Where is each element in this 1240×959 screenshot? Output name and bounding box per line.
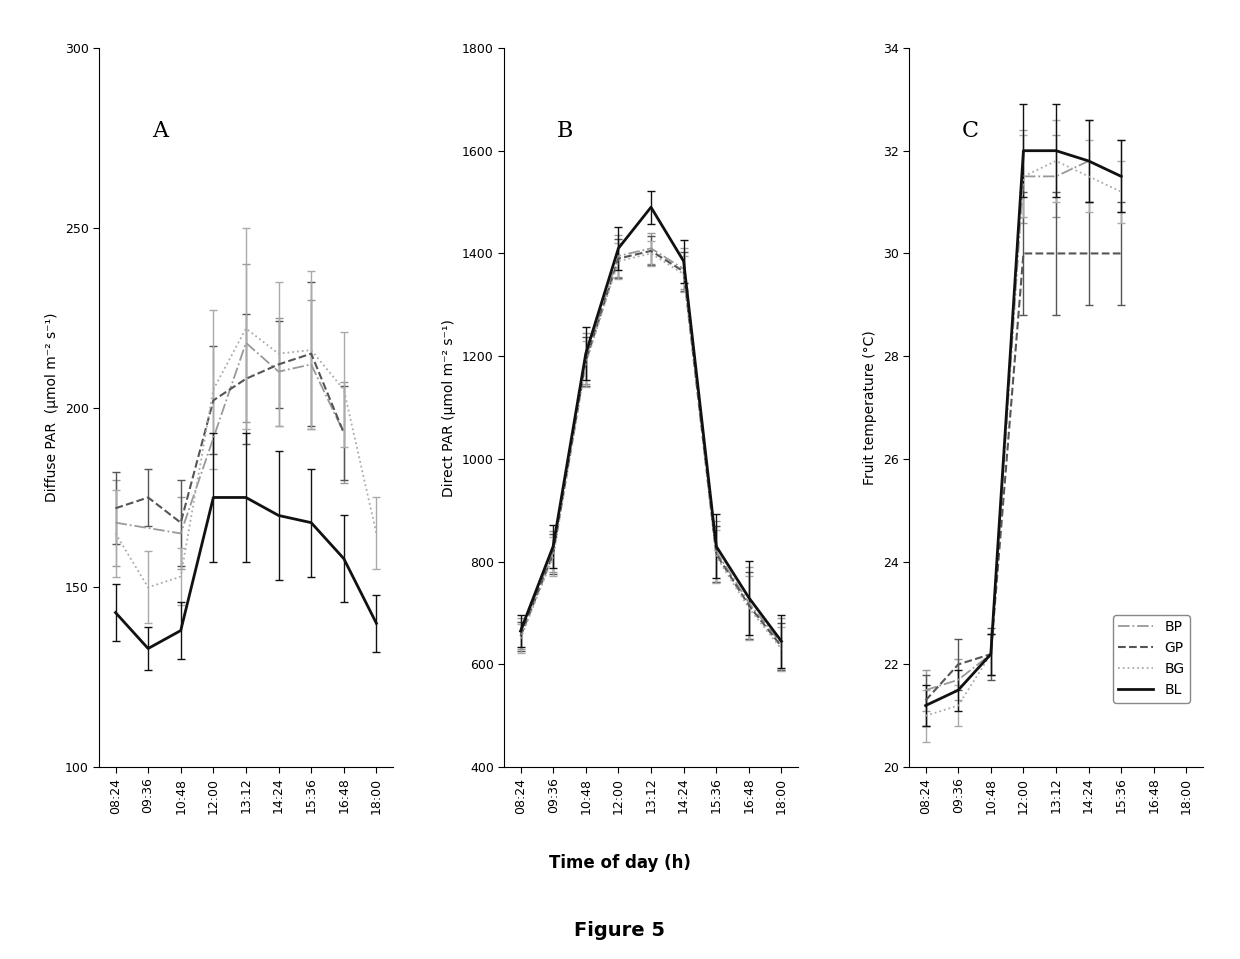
Text: Figure 5: Figure 5 (574, 921, 666, 940)
Legend: BP, GP, BG, BL: BP, GP, BG, BL (1114, 615, 1190, 703)
Y-axis label: Fruit temperature (°C): Fruit temperature (°C) (863, 330, 878, 485)
Y-axis label: Direct PAR (μmol m⁻² s⁻¹): Direct PAR (μmol m⁻² s⁻¹) (443, 318, 456, 497)
Text: A: A (153, 120, 169, 142)
Text: Time of day (h): Time of day (h) (549, 854, 691, 872)
Text: B: B (557, 120, 573, 142)
Y-axis label: Diffuse PAR  (μmol m⁻² s⁻¹): Diffuse PAR (μmol m⁻² s⁻¹) (46, 313, 60, 503)
Text: C: C (962, 120, 980, 142)
